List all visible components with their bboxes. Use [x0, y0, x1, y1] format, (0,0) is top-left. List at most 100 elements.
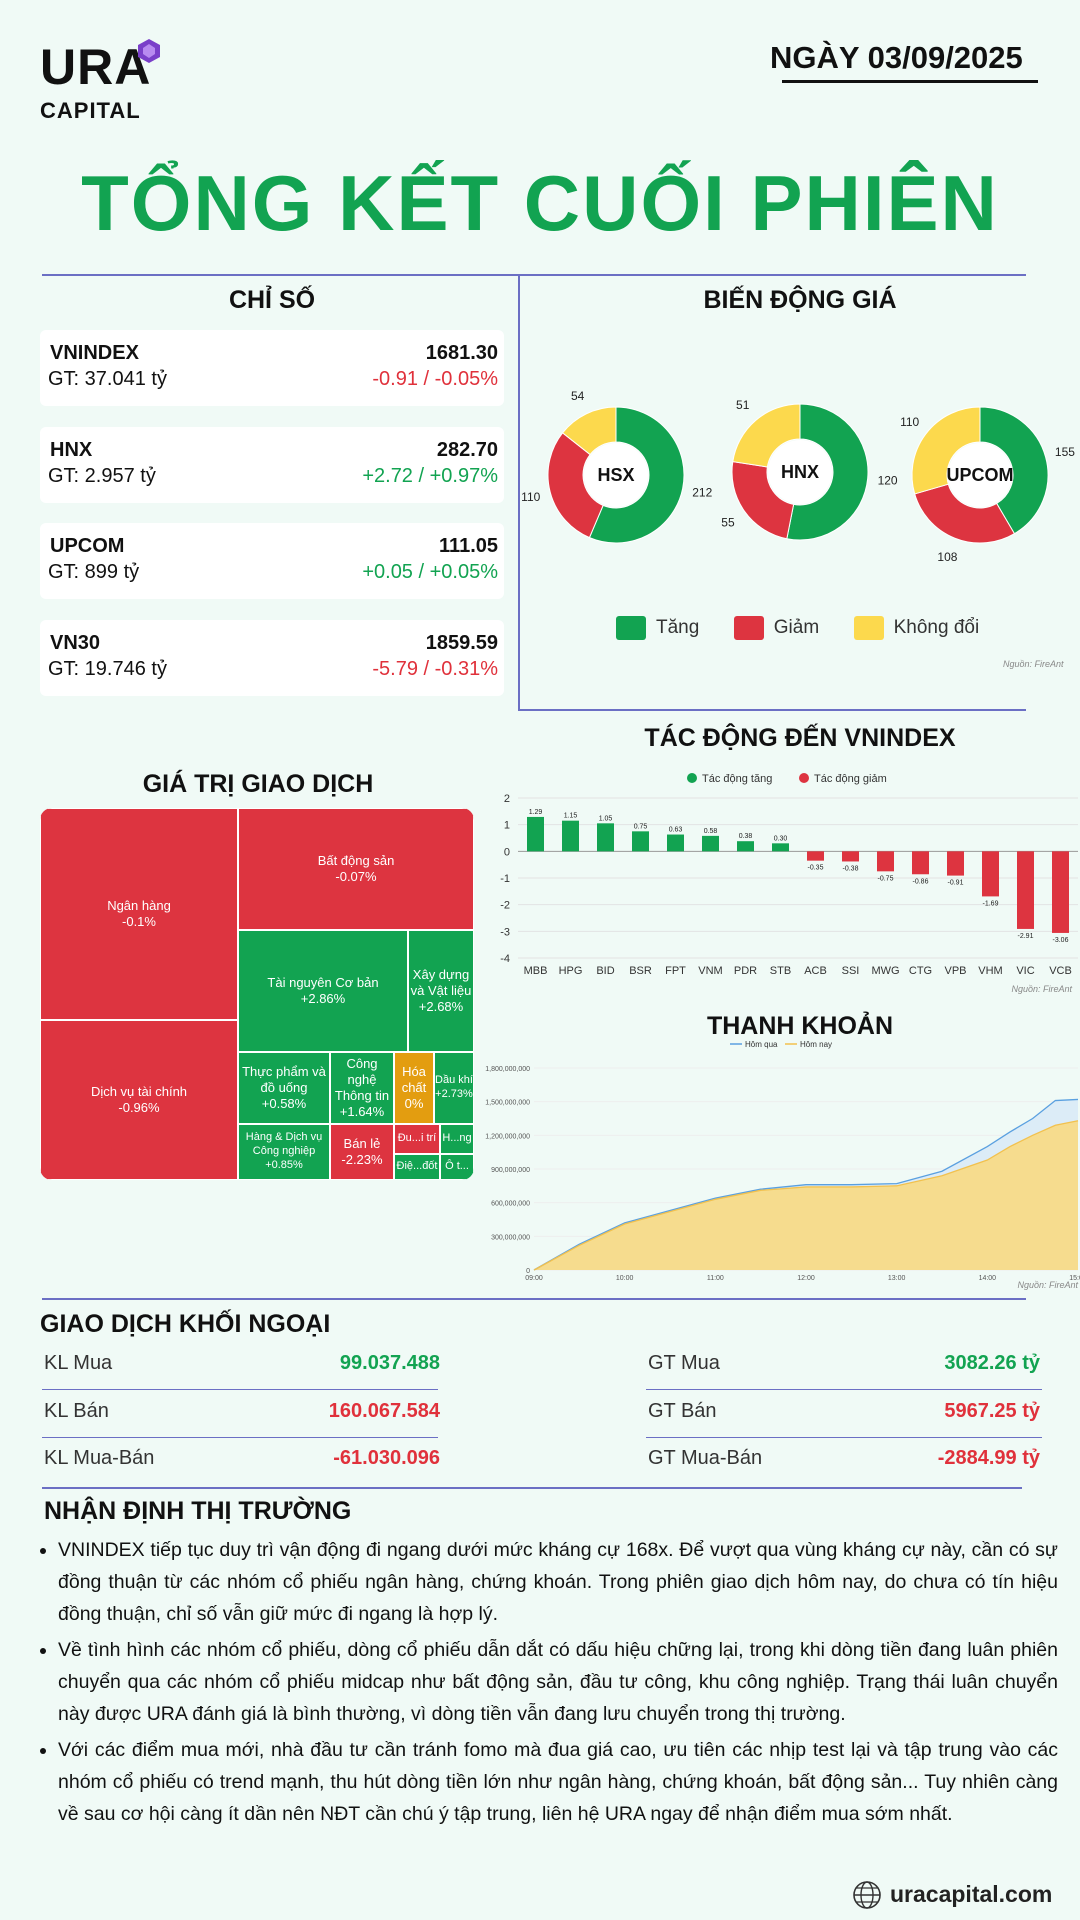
index-value: 1681.30 [425, 342, 498, 364]
outlook-title: NHẬN ĐỊNH THỊ TRƯỜNG [44, 1497, 352, 1525]
foreign-title: GIAO DỊCH KHỐI NGOẠI [40, 1310, 331, 1338]
impact-bar [1052, 851, 1069, 933]
foreign-label: GT Bán [648, 1400, 717, 1422]
x-tick-label: 09:00 [525, 1275, 543, 1282]
divider-outlook [42, 1487, 1022, 1489]
y-tick-label: -3 [500, 926, 510, 938]
impact-bar [702, 835, 719, 852]
treemap-pct: +2.86% [300, 991, 346, 1006]
page-title: TỔNG KẾT CUỐI PHIÊN [81, 159, 999, 247]
treemap-pct: -0.96% [118, 1100, 160, 1115]
liquidity-legend: Hôm qua Hôm nay [730, 1040, 832, 1049]
impact-legend: Tác động tăng Tác động giảm [687, 773, 887, 785]
index-change: -0.91 / -0.05% [372, 368, 498, 390]
treemap-cell: Thực phẩm và đồ uống +0.58% [238, 1052, 330, 1124]
bar-data-label: 0.30 [774, 835, 788, 842]
foreign-row-divider [42, 1437, 438, 1438]
treemap-pct: +2.73% [435, 1088, 473, 1100]
impact-bar [562, 820, 579, 852]
y-tick-label: 0 [526, 1268, 530, 1275]
donut-slice [588, 406, 685, 544]
x-tick-label: CTG [909, 965, 932, 977]
brand-subtitle: CAPITAL [40, 98, 141, 123]
donut-title: HNX [781, 462, 819, 482]
y-tick-label: 1 [504, 820, 510, 832]
legend-flat: Không đổi [853, 616, 979, 640]
treemap-cell: Dịch vụ tài chính -0.96% [40, 1020, 238, 1180]
treemap-cell: Điệ...đốt [394, 1154, 440, 1180]
index-value-traded: GT: 899 tỷ [48, 561, 140, 583]
treemap-label: Bán lẻ [343, 1135, 381, 1151]
website-link[interactable]: uracapital.com [890, 1881, 1053, 1907]
index-value: 1859.59 [425, 632, 498, 654]
bar-data-label: 1.05 [599, 815, 613, 822]
impact-bar [632, 831, 649, 852]
index-value-traded: GT: 2.957 tỷ [48, 465, 156, 487]
foreign-value: 3082.26 tỷ [944, 1352, 1040, 1374]
impact-title: TÁC ĐỘNG ĐẾN VNINDEX [644, 724, 956, 752]
treemap-label: Dịch vụ tài chính [90, 1083, 188, 1099]
impact-chart: Tác động tăng Tác động giảm 2 1 0 -1 -2 -3 -4 1.2… [500, 773, 1078, 994]
impact-bar [807, 851, 824, 861]
treemap-label: Ngân hàng [107, 897, 171, 913]
trade-value-title: GIÁ TRỊ GIAO DỊCH [142, 770, 374, 798]
donut-hsx: 212 110 54 HSX [521, 389, 713, 544]
foreign-row-divider [646, 1437, 1042, 1438]
impact-bar [877, 851, 894, 872]
legend-label: Tác động giảm [814, 773, 887, 785]
x-tick-label: 13:00 [888, 1275, 906, 1282]
bar-data-label: -2.91 [1018, 933, 1034, 940]
outlook-text: VNINDEX tiếp tục duy trì vận động đi nga… [40, 1534, 1058, 1834]
impact-bar [772, 843, 789, 852]
bar-data-label: 0.75 [634, 823, 648, 830]
x-tick-label: MBB [524, 965, 548, 977]
legend-label: Hôm nay [800, 1040, 832, 1049]
treemap-cell: Tài nguyên Cơ bản +2.86% [238, 930, 408, 1052]
donut-value-label: 54 [571, 389, 585, 403]
donut-hnx: 120 55 51 HNX [721, 398, 898, 541]
index-name: UPCOM [50, 535, 125, 557]
index-name: VNINDEX [50, 342, 139, 364]
x-tick-label: FPT [665, 965, 686, 977]
bar-data-label: -0.91 [948, 880, 964, 887]
outlook-point: VNINDEX tiếp tục duy trì vận động đi nga… [58, 1534, 1058, 1630]
impact-bar [947, 851, 964, 876]
treemap-label: Tài nguyên Cơ bản [267, 974, 379, 990]
legend-label: Hôm qua [745, 1040, 778, 1049]
donut-hole [584, 443, 648, 507]
x-tick-label: VHM [978, 965, 1002, 977]
x-tick-label: 11:00 [707, 1275, 724, 1282]
index-name: VN30 [50, 632, 101, 654]
date-underline [782, 80, 1038, 83]
donut-slice [911, 406, 981, 495]
bar-data-label: 1.15 [564, 813, 578, 820]
donut-value-label: 155 [1055, 445, 1075, 459]
index-card: UPCOM GT: 899 tỷ 111.05 +0.05 / +0.05% [40, 523, 504, 599]
treemap-cell: Hóa chất 0% [394, 1052, 434, 1124]
donut-slice [561, 406, 617, 456]
indices-title: CHỈ SỐ [228, 286, 316, 314]
treemap-cell: H...ng [440, 1124, 474, 1154]
treemap-pct: 0% [404, 1096, 424, 1112]
foreign-label: GT Mua-Bán [648, 1447, 763, 1469]
donut-upcom: 155 108 110 UPCOM [900, 406, 1075, 564]
globe-icon [853, 1881, 881, 1909]
treemap-pct: +2.68% [418, 999, 464, 1015]
legend-label: Tác động tăng [702, 773, 772, 785]
donut-slice [914, 483, 1016, 544]
liquidity-title: THANH KHOẢN [706, 1012, 894, 1040]
price-move-source: Nguồn: FireAnt [1003, 659, 1064, 669]
foreign-value: 99.037.488 [339, 1352, 440, 1374]
foreign-label: KL Mua [44, 1352, 113, 1374]
y-tick-label: 1,800,000,000 [485, 1066, 530, 1073]
legend-up: Tăng [616, 616, 699, 640]
impact-bar [667, 834, 684, 852]
donut-slice [732, 403, 801, 468]
donut-value-label: 55 [721, 516, 735, 530]
treemap-label: Đu...i trí [397, 1132, 437, 1145]
donut-value-label: 212 [692, 486, 712, 500]
donut-title: HSX [597, 465, 634, 485]
index-value-traded: GT: 37.041 tỷ [48, 368, 167, 390]
treemap-cell: Ô t... [440, 1154, 474, 1180]
bar-data-label: 0.58 [704, 828, 718, 835]
